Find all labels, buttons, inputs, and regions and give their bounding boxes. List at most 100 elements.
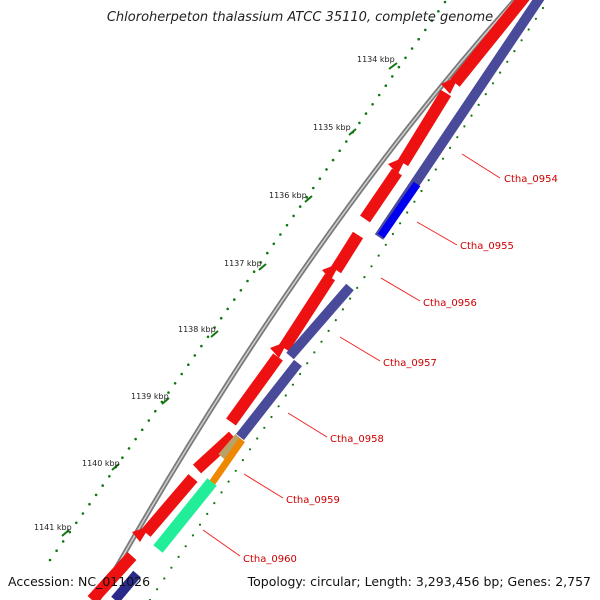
- guide-dot: [55, 549, 58, 552]
- cds-forward: [450, 0, 530, 87]
- guide-dot: [506, 60, 509, 63]
- gene-label-ctha-0957[interactable]: Ctha_0957: [383, 358, 437, 369]
- cds-forward: [141, 474, 198, 537]
- kbp-ruler: 1134 kbp 1135 kbp 1136 kbp 1137 kbp 1138…: [34, 55, 398, 537]
- guide-dot: [154, 409, 157, 413]
- guide-dot: [198, 523, 202, 526]
- leader-line: [461, 153, 501, 179]
- guide-dot: [147, 419, 151, 422]
- genome-backbone-highlight: [97, 0, 516, 600]
- guide-dot: [184, 545, 187, 548]
- guide-dot: [299, 372, 302, 376]
- guide-dot: [277, 405, 280, 408]
- kbp-tick: [304, 195, 313, 203]
- guide-dot: [520, 39, 523, 42]
- guide-dot: [318, 177, 322, 180]
- guide-dot: [259, 261, 263, 264]
- guide-dot: [358, 121, 361, 125]
- guide-dot: [248, 448, 252, 451]
- guide-dot: [187, 363, 190, 367]
- guide-dot: [266, 251, 269, 255]
- guide-dot: [325, 168, 328, 171]
- guide-dot: [127, 447, 131, 450]
- cds-forward: [87, 551, 137, 600]
- guide-dot: [470, 114, 473, 117]
- guide-dot: [68, 530, 72, 534]
- guide-dot: [371, 103, 374, 106]
- guide-dot: [101, 484, 104, 487]
- guide-dot: [173, 382, 177, 385]
- guide-dot: [424, 28, 427, 32]
- guide-dot: [270, 415, 273, 419]
- guide-dot: [391, 75, 394, 78]
- guide-dot: [234, 469, 237, 472]
- guide-dot: [406, 211, 409, 214]
- cds-forward: [226, 353, 283, 426]
- gene-label-ctha-0956[interactable]: Ctha_0956: [423, 298, 477, 309]
- cds-forward: [360, 168, 402, 223]
- guide-dot: [88, 502, 91, 506]
- guide-dot: [219, 316, 223, 320]
- cds-arrowhead: [388, 156, 407, 174]
- guide-dot: [213, 326, 216, 329]
- guide-dot: [377, 254, 380, 257]
- cds-arrowhead: [270, 341, 288, 358]
- gene-label-ctha-0958[interactable]: Ctha_0958: [330, 434, 384, 445]
- guide-dot: [437, 10, 440, 13]
- guide-dot: [206, 512, 209, 516]
- guide-dot: [292, 214, 295, 218]
- guide-dot: [356, 286, 359, 289]
- guide-dot: [256, 437, 259, 440]
- cds-arrowhead: [132, 526, 150, 542]
- guide-dot: [477, 103, 480, 106]
- guide-dot: [345, 140, 348, 143]
- gene-label-ctha-0955[interactable]: Ctha_0955: [460, 241, 514, 252]
- kbp-label: 1134 kbp: [357, 55, 395, 64]
- gene-label-ctha-0960[interactable]: Ctha_0960: [243, 554, 297, 565]
- guide-dot: [252, 270, 256, 274]
- guide-dot: [334, 319, 337, 322]
- kbp-tick: [161, 397, 170, 405]
- guide-dot: [61, 540, 65, 543]
- guide-dot: [443, 0, 447, 4]
- guide-dot: [220, 491, 223, 494]
- guide-dot: [404, 56, 407, 60]
- guide-dot: [499, 71, 502, 74]
- guide-dot: [134, 437, 137, 441]
- kbp-label: 1140 kbp: [82, 459, 120, 468]
- guide-dot: [420, 189, 423, 193]
- kbp-tick: [258, 263, 267, 271]
- guide-dot: [200, 344, 203, 348]
- guide-dot: [279, 233, 282, 236]
- guide-dot: [456, 136, 459, 139]
- cds-arrowhead: [322, 263, 340, 280]
- cds-arrowhead: [441, 76, 459, 94]
- guide-dot: [384, 243, 387, 246]
- kbp-label: 1135 kbp: [313, 123, 351, 132]
- cds-reverse: [236, 359, 302, 441]
- cds-highlight-orange: [209, 437, 245, 486]
- genome-title: Chloroherpeton thalassium ATCC 35110, co…: [106, 10, 494, 25]
- guide-dot: [399, 222, 402, 225]
- leader-line: [287, 412, 328, 438]
- guide-dot: [434, 168, 437, 171]
- guide-dot: [384, 84, 388, 87]
- guide-dot: [75, 521, 78, 525]
- guide-dot: [233, 298, 236, 301]
- guide-dot: [338, 149, 342, 153]
- guide-dot: [341, 308, 344, 311]
- guide-dot: [491, 82, 495, 85]
- cds-reverse: [111, 570, 141, 600]
- leader-line: [339, 336, 381, 362]
- guide-dot: [156, 588, 159, 591]
- gene-label-ctha-0959[interactable]: Ctha_0959: [286, 495, 340, 506]
- inner-guide-dots: [148, 6, 545, 600]
- guide-dot: [349, 297, 352, 300]
- kbp-tick: [111, 463, 120, 471]
- gene-label-ctha-0954[interactable]: Ctha_0954: [504, 174, 558, 185]
- guide-dot: [449, 146, 452, 149]
- guide-dot: [239, 289, 243, 292]
- forward-strand-track: [87, 0, 530, 600]
- guide-dot: [285, 223, 289, 227]
